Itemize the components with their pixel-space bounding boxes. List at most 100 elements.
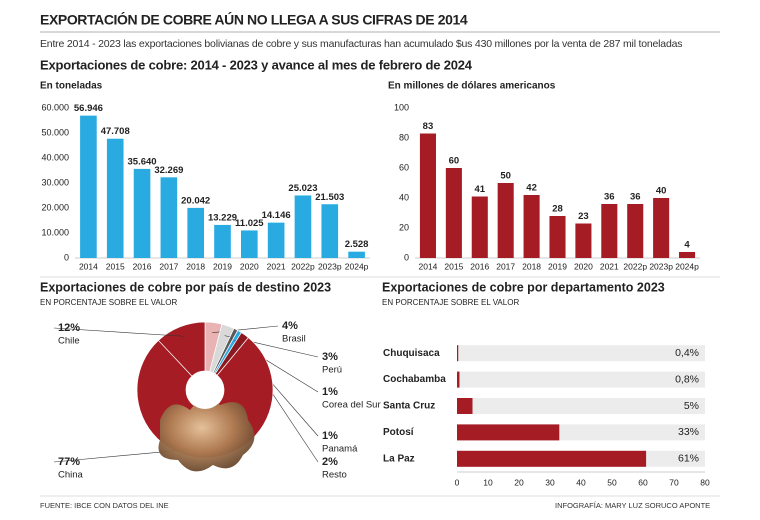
- category-label: Santa Cruz: [383, 401, 435, 412]
- x-tick-label: 2020: [240, 261, 259, 271]
- bar: [457, 345, 459, 362]
- bar: [457, 371, 460, 388]
- bar: [445, 168, 462, 258]
- x-tick-label: 2014: [418, 261, 437, 271]
- data-label: 61%: [678, 453, 699, 465]
- x-tick-label: 2024p: [345, 261, 369, 271]
- data-label: 47.708: [101, 126, 130, 137]
- page-subtitle: Entre 2014 - 2023 las exportaciones boli…: [40, 38, 682, 50]
- bar: [187, 207, 204, 258]
- x-tick-label: 2021: [267, 261, 286, 271]
- bar: [471, 196, 488, 258]
- x-tick-label: 2017: [159, 261, 178, 271]
- slice-value-label: 77%: [58, 456, 80, 468]
- data-label: 23: [578, 211, 589, 222]
- bar: [348, 251, 365, 258]
- y-tick-label: 100: [394, 102, 409, 112]
- source: FUENTE: IBCE CON DATOS DEL INE: [40, 501, 169, 510]
- x-tick-label: 2014: [79, 261, 98, 271]
- section-title: Exportaciones de cobre: 2014 - 2023 y av…: [40, 57, 473, 72]
- data-label: 36: [630, 192, 641, 203]
- bar: [523, 195, 540, 258]
- x-tick-label: 2024p: [675, 261, 699, 271]
- bar: [549, 216, 566, 258]
- bar-track: [457, 371, 705, 388]
- chart-title: Exportaciones de cobre por departamento …: [382, 280, 665, 294]
- y-tick-label: 60.000: [41, 102, 69, 112]
- y-tick-label: 80: [399, 132, 409, 142]
- bar: [497, 183, 514, 258]
- slice-value-label: 4%: [282, 320, 298, 332]
- bar: [321, 204, 339, 258]
- chart-subtitle: En millones de dólares americanos: [388, 81, 556, 92]
- y-tick-label: 50.000: [41, 127, 69, 137]
- x-tick-label: 2017: [496, 261, 515, 271]
- x-tick-label: 2015: [444, 261, 463, 271]
- y-tick-label: 40.000: [41, 152, 69, 162]
- data-label: 14.146: [262, 210, 291, 221]
- data-label: 32.269: [154, 165, 183, 176]
- data-label: 0,4%: [675, 347, 699, 359]
- chart-subtitle: EN PORCENTAJE SOBRE EL VALOR: [40, 298, 177, 307]
- x-tick-label: 2019: [213, 261, 232, 271]
- x-tick-label: 70: [669, 477, 679, 487]
- bar: [653, 198, 670, 258]
- data-label: 20.042: [181, 195, 210, 206]
- x-tick-label: 2021: [600, 261, 619, 271]
- slice-label: Chile: [58, 336, 80, 347]
- bar: [679, 252, 696, 258]
- page-title: EXPORTACIÓN DE COBRE AÚN NO LLEGA A SUS …: [40, 11, 468, 28]
- bar: [133, 168, 151, 258]
- leader-line: [53, 327, 184, 337]
- y-tick-label: 10.000: [41, 227, 69, 237]
- x-tick-label: 80: [700, 477, 710, 487]
- slice-label: Panamá: [322, 444, 358, 455]
- x-tick-label: 2018: [522, 261, 541, 271]
- data-label: 5%: [684, 400, 699, 412]
- data-label: 2.528: [345, 239, 369, 250]
- bar: [241, 230, 258, 258]
- x-tick-label: 60: [638, 477, 648, 487]
- data-label: 50: [500, 171, 511, 182]
- data-label: 33%: [678, 426, 699, 438]
- bar: [627, 204, 644, 258]
- slice-value-label: 3%: [322, 351, 338, 363]
- x-tick-label: 0: [455, 477, 460, 487]
- data-label: 28: [552, 204, 563, 215]
- bar-track: [457, 345, 705, 362]
- slice-value-label: 1%: [322, 430, 338, 442]
- credit: INFOGRAFÍA: MARY LUZ SORUCO APONTE: [555, 501, 710, 510]
- data-label: 13.229: [208, 212, 237, 223]
- x-tick-label: 50: [607, 477, 617, 487]
- slice-value-label: 1%: [322, 386, 338, 398]
- data-label: 56.946: [74, 103, 103, 114]
- category-label: Potosí: [383, 427, 415, 438]
- x-tick-label: 2016: [470, 261, 489, 271]
- data-label: 21.503: [315, 192, 344, 203]
- data-label: 36: [604, 192, 615, 203]
- y-tick-label: 20.000: [41, 202, 69, 212]
- x-tick-label: 30: [545, 477, 555, 487]
- bar: [575, 223, 592, 258]
- x-tick-label: 2015: [106, 261, 125, 271]
- bar: [160, 177, 178, 258]
- x-tick-label: 2022p: [291, 261, 315, 271]
- x-tick-label: 2023p: [318, 261, 342, 271]
- bar: [214, 224, 231, 258]
- bar: [457, 450, 647, 467]
- y-tick-label: 0: [64, 252, 69, 262]
- data-label: 0,8%: [675, 373, 699, 385]
- slice-value-label: 12%: [58, 322, 80, 334]
- x-tick-label: 10: [483, 477, 493, 487]
- chart-subtitle: En toneladas: [40, 81, 103, 92]
- bar: [457, 398, 473, 414]
- x-tick-label: 2018: [186, 261, 205, 271]
- donut-hole: [186, 371, 224, 409]
- x-tick-label: 2022p: [623, 261, 647, 271]
- slice-label: Resto: [322, 470, 347, 481]
- x-tick-label: 2023p: [649, 261, 673, 271]
- slice-label: China: [58, 470, 84, 481]
- y-tick-label: 0: [404, 252, 409, 262]
- chart-subtitle: EN PORCENTAJE SOBRE EL VALOR: [382, 298, 519, 307]
